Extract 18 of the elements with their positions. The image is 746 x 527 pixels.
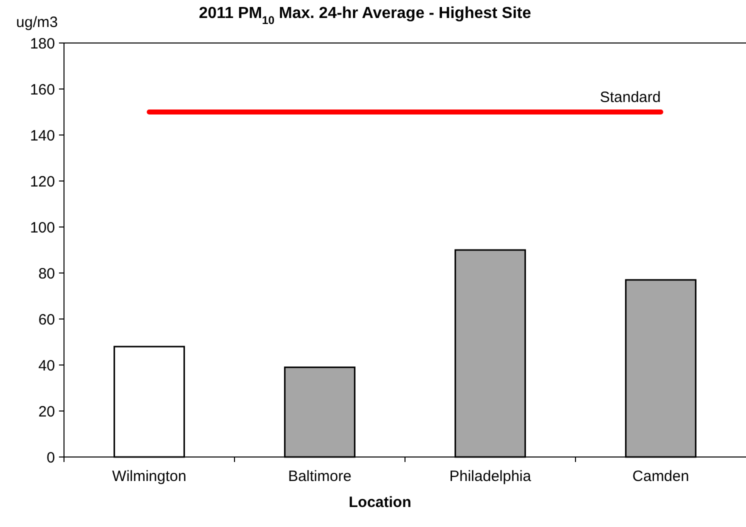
y-tick-label: 100: [30, 219, 55, 236]
y-tick-label: 80: [38, 265, 55, 282]
y-axis-title: ug/m3: [16, 14, 58, 31]
y-tick-label: 160: [30, 81, 55, 98]
y-tick-label: 0: [46, 449, 55, 466]
y-tick-label: 120: [30, 173, 55, 190]
x-tick-label: Baltimore: [288, 468, 352, 485]
ref-line-label: Standard: [600, 89, 661, 106]
x-tick-label: Philadelphia: [449, 468, 532, 485]
chart-title: 2011 PM$_{10}$ Max. 24-hr Average - Highest Site: [198, 5, 532, 27]
x-axis-title: Location: [348, 494, 412, 511]
y-tick-label: 20: [38, 403, 55, 420]
y-tick-label: 180: [30, 35, 55, 52]
y-tick-label: 40: [38, 357, 55, 374]
y-tick-label: 60: [38, 311, 55, 328]
y-tick-label: 140: [30, 127, 55, 144]
x-tick-label: Wilmington: [112, 468, 186, 485]
x-tick-label: Camden: [632, 468, 690, 485]
